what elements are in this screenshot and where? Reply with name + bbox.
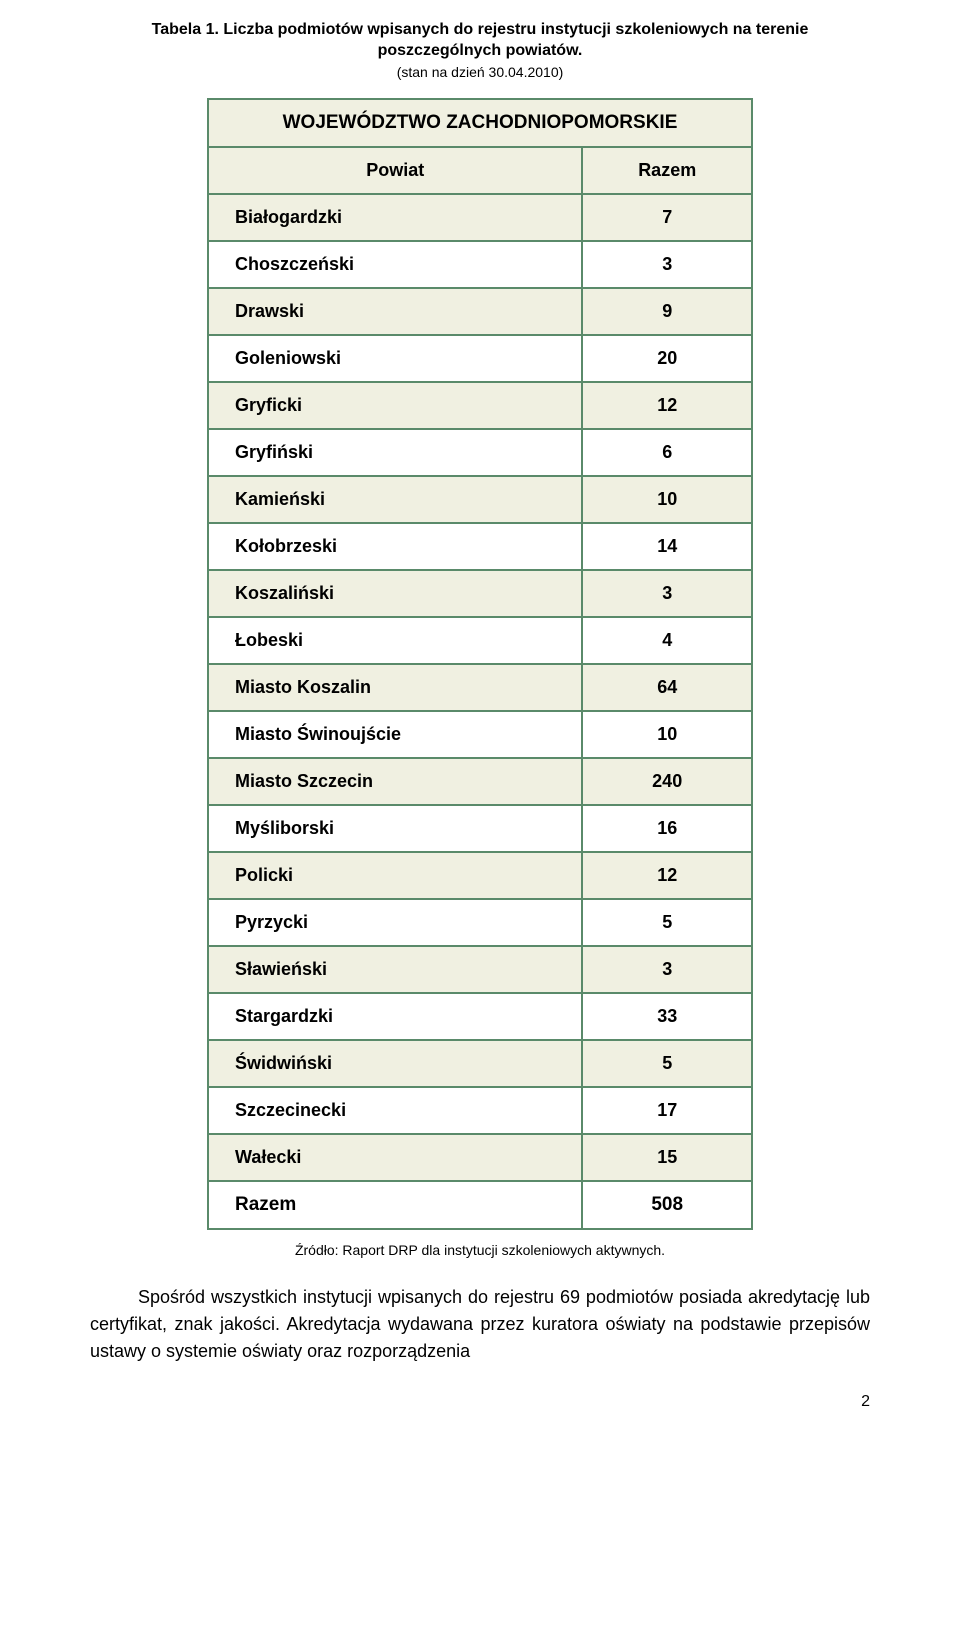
table-row: Wałecki15 [208, 1134, 752, 1181]
row-name: Świdwiński [208, 1040, 582, 1087]
table-row: Myśliborski16 [208, 805, 752, 852]
row-value: 5 [582, 899, 752, 946]
row-value: 3 [582, 946, 752, 993]
table-total-row: Razem508 [208, 1181, 752, 1229]
row-name: Choszczeński [208, 241, 582, 288]
row-value: 12 [582, 382, 752, 429]
table-row: Drawski9 [208, 288, 752, 335]
data-table: WOJEWÓDZTWO ZACHODNIOPOMORSKIE Powiat Ra… [207, 98, 753, 1230]
table-row: Miasto Szczecin240 [208, 758, 752, 805]
row-name: Gryfiński [208, 429, 582, 476]
table-row: Białogardzki7 [208, 194, 752, 241]
table-caption-line1: Tabela 1. Liczba podmiotów wpisanych do … [90, 20, 870, 62]
table-row: Szczecinecki17 [208, 1087, 752, 1134]
table-row: Łobeski4 [208, 617, 752, 664]
row-name: Miasto Świnoujście [208, 711, 582, 758]
total-value: 508 [582, 1181, 752, 1229]
table-row: Miasto Koszalin64 [208, 664, 752, 711]
row-value: 16 [582, 805, 752, 852]
table-caption-line2: (stan na dzień 30.04.2010) [90, 64, 870, 80]
row-name: Kołobrzeski [208, 523, 582, 570]
row-value: 240 [582, 758, 752, 805]
row-value: 3 [582, 241, 752, 288]
col-header-name: Powiat [208, 147, 582, 194]
table-source: Źródło: Raport DRP dla instytucji szkole… [90, 1242, 870, 1258]
table-row: Stargardzki33 [208, 993, 752, 1040]
row-value: 5 [582, 1040, 752, 1087]
row-name: Białogardzki [208, 194, 582, 241]
page-number: 2 [90, 1393, 870, 1411]
table-row: Sławieński3 [208, 946, 752, 993]
row-name: Myśliborski [208, 805, 582, 852]
row-value: 3 [582, 570, 752, 617]
row-name: Gryficki [208, 382, 582, 429]
row-value: 20 [582, 335, 752, 382]
row-value: 33 [582, 993, 752, 1040]
row-name: Kamieński [208, 476, 582, 523]
table-row: Miasto Świnoujście10 [208, 711, 752, 758]
table-row: Choszczeński3 [208, 241, 752, 288]
table-row: Goleniowski20 [208, 335, 752, 382]
row-name: Stargardzki [208, 993, 582, 1040]
row-name: Policki [208, 852, 582, 899]
row-name: Sławieński [208, 946, 582, 993]
row-name: Koszaliński [208, 570, 582, 617]
table-row: Kamieński10 [208, 476, 752, 523]
table-row: Kołobrzeski14 [208, 523, 752, 570]
table-row: Gryfiński6 [208, 429, 752, 476]
row-value: 4 [582, 617, 752, 664]
row-name: Goleniowski [208, 335, 582, 382]
row-value: 7 [582, 194, 752, 241]
row-value: 64 [582, 664, 752, 711]
row-name: Szczecinecki [208, 1087, 582, 1134]
row-name: Wałecki [208, 1134, 582, 1181]
row-value: 12 [582, 852, 752, 899]
row-name: Pyrzycki [208, 899, 582, 946]
row-value: 14 [582, 523, 752, 570]
table-title: WOJEWÓDZTWO ZACHODNIOPOMORSKIE [208, 99, 752, 147]
total-label: Razem [208, 1181, 582, 1229]
row-name: Miasto Koszalin [208, 664, 582, 711]
row-value: 9 [582, 288, 752, 335]
row-name: Miasto Szczecin [208, 758, 582, 805]
table-row: Gryficki12 [208, 382, 752, 429]
row-value: 6 [582, 429, 752, 476]
table-row: Policki12 [208, 852, 752, 899]
row-name: Łobeski [208, 617, 582, 664]
row-value: 17 [582, 1087, 752, 1134]
body-paragraph: Spośród wszystkich instytucji wpisanych … [90, 1284, 870, 1365]
row-value: 10 [582, 476, 752, 523]
row-value: 15 [582, 1134, 752, 1181]
row-value: 10 [582, 711, 752, 758]
table-row: Koszaliński3 [208, 570, 752, 617]
col-header-value: Razem [582, 147, 752, 194]
row-name: Drawski [208, 288, 582, 335]
table-row: Świdwiński5 [208, 1040, 752, 1087]
table-row: Pyrzycki5 [208, 899, 752, 946]
